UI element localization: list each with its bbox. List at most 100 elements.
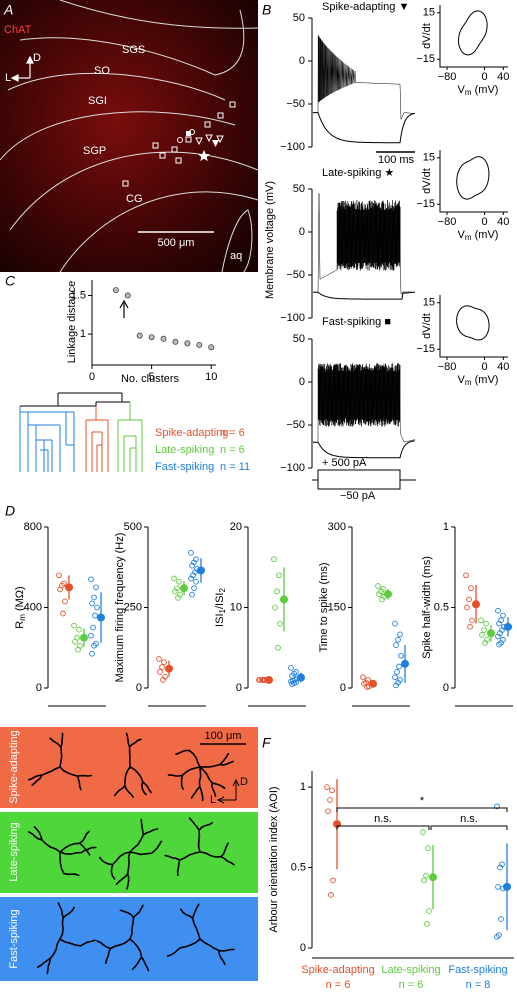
voltage-trace: [313, 35, 416, 120]
y-axis-label: Spike half-width (ms): [421, 556, 433, 659]
data-point: [467, 623, 473, 630]
y-tick-label: −100: [280, 141, 305, 153]
y-tick-label: −50: [286, 98, 305, 110]
y-tick-label: 0: [299, 376, 305, 388]
category-count: n = 6: [399, 979, 424, 991]
compass-arrows: [10, 55, 34, 82]
data-point: [277, 620, 283, 627]
y-axis-label-part: /ISI: [214, 593, 226, 610]
data-point: [275, 644, 281, 651]
trace-title: Spike-adapting ▼: [322, 1, 409, 13]
data-point: [360, 674, 366, 681]
x-tick-label: −80: [438, 361, 457, 373]
data-point: [160, 677, 166, 683]
voltage-trace: [313, 112, 416, 144]
phase-x-label-part: m: [465, 233, 472, 242]
phase-x-label-part: (mV): [472, 84, 499, 96]
data-point: [497, 864, 503, 871]
voltage-trace: [313, 440, 416, 459]
data-point: [421, 877, 427, 884]
data-point: [483, 620, 489, 627]
neuron-morphology: [114, 732, 152, 798]
y-tick-label: 50: [293, 12, 305, 24]
data-point: [91, 642, 97, 649]
x-tick-label: 0: [481, 361, 487, 373]
y-tick-label: 400: [24, 601, 42, 613]
data-point: [276, 572, 282, 579]
region-label: aq: [230, 250, 242, 262]
data-point: [481, 627, 487, 633]
y-axis-label-part: 2: [218, 588, 227, 593]
y-tick-label: 0: [299, 55, 305, 67]
step-label: + 500 pA: [322, 457, 367, 469]
y-tick-label: 0: [299, 226, 305, 238]
current-step: [312, 479, 416, 490]
significance-label: n.s.: [374, 813, 392, 825]
data-point: [271, 556, 277, 563]
compass-label: D: [33, 52, 41, 64]
x-tick-label: −80: [438, 216, 457, 228]
region-label: SGI: [88, 95, 107, 107]
data-point: [71, 622, 77, 629]
y-axis-label: Arbour orientation index (AOI): [268, 786, 280, 932]
y-tick-label: −15: [416, 198, 435, 210]
phase-x-label-part: (mV): [472, 374, 499, 386]
y-tick-label: 1: [300, 781, 306, 793]
neuron-morphology: [167, 749, 234, 802]
y-tick-label: 1: [443, 521, 449, 533]
data-point: [424, 921, 430, 927]
phase-y-label: dV/dt: [421, 313, 433, 339]
phase-x-label: Vm (mV): [458, 374, 499, 387]
category-count: n = 6: [326, 979, 351, 991]
mean-marker: [97, 613, 105, 622]
x-tick-label: −80: [438, 71, 457, 83]
y-tick-label: 50: [293, 333, 305, 345]
y-tick-label: −50: [286, 269, 305, 281]
x-tick-label: 5: [149, 371, 155, 383]
row-label: Late-spiking: [8, 822, 20, 881]
mean-marker: [80, 633, 88, 642]
histology-image: [0, 0, 258, 272]
point: [196, 341, 203, 348]
data-point: [397, 631, 403, 638]
y-axis-label: ISI1/ISI2: [214, 588, 227, 627]
data-point: [498, 916, 504, 922]
data-point: [175, 594, 181, 601]
data-point: [398, 652, 404, 659]
x-tick-label: 40: [497, 216, 509, 228]
axes: [439, 150, 508, 213]
y-tick-label: 20: [230, 521, 242, 533]
data-point: [495, 633, 501, 640]
row-label: Spike-adapting: [8, 730, 20, 803]
y-tick-label: 0: [236, 682, 242, 694]
compass-label: L: [5, 72, 11, 84]
y-axis-label: Rm (MΩ): [14, 586, 27, 628]
scale-bar-label: 500 μm: [158, 237, 195, 249]
compass-label: L: [210, 794, 216, 806]
point: [160, 335, 167, 342]
phase-x-label-part: V: [458, 229, 466, 241]
y-axis-label-part: 1: [218, 608, 227, 613]
data-point: [161, 659, 167, 666]
region-label: SGP: [83, 145, 106, 157]
y-tick-label: 150: [328, 601, 346, 613]
x-tick-label: 0: [481, 216, 487, 228]
y-axis-label-part: (MΩ): [14, 586, 26, 614]
data-point: [189, 562, 195, 569]
y-axis-label: Maximum firing frequency (Hz): [114, 533, 126, 683]
y-tick-label: −100: [280, 312, 305, 324]
mean-marker: [401, 659, 409, 668]
data-point: [330, 877, 336, 884]
legend-count: n = 11: [220, 461, 250, 473]
phase-x-label: Vm (mV): [458, 229, 499, 242]
y-tick-label: 10: [230, 601, 242, 613]
mean-marker: [472, 600, 480, 609]
y-axis-label: Linkage distance: [66, 281, 78, 364]
mean-marker: [504, 622, 512, 631]
point: [124, 292, 131, 299]
data-point: [62, 598, 68, 605]
panel-label: D: [5, 503, 15, 519]
neuron-morphology: [166, 903, 235, 966]
neuron-morphology: [96, 904, 150, 972]
